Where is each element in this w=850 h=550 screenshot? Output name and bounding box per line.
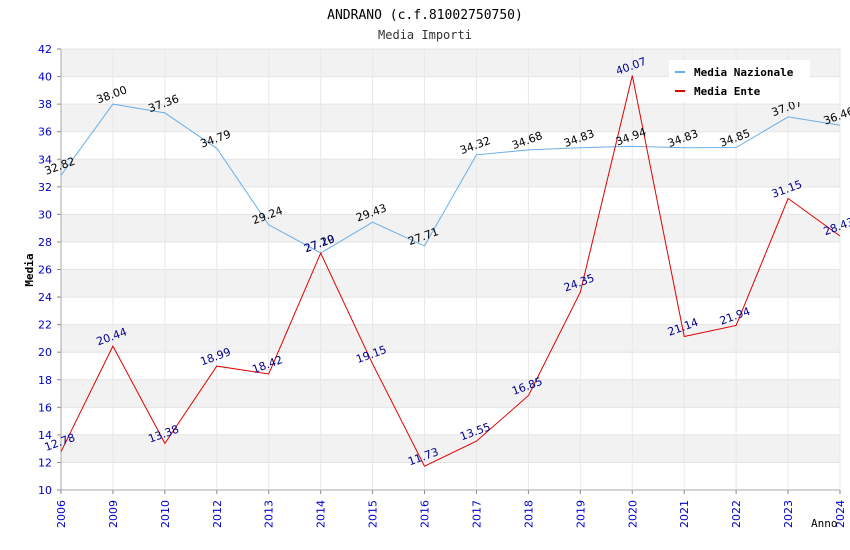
plot-band	[61, 434, 840, 463]
y-tick-label: 36	[38, 126, 52, 139]
x-tick-label: 2019	[574, 500, 587, 528]
x-axis-label: Anno	[811, 517, 838, 530]
x-tick-label: 2018	[522, 500, 535, 528]
y-tick-label: 40	[38, 71, 52, 84]
plot-band	[61, 159, 840, 187]
x-tick-label: 2012	[211, 500, 224, 528]
x-tick-label: 2009	[107, 500, 120, 528]
legend-label-media-ente: Media Ente	[694, 85, 761, 98]
plot-band	[61, 269, 840, 298]
x-tick-label: 2024	[834, 500, 847, 528]
y-tick-label: 30	[38, 208, 52, 221]
x-tick-label: 2020	[626, 500, 639, 528]
plot-band	[61, 352, 840, 380]
y-tick-label: 14	[38, 429, 52, 442]
y-tick-label: 16	[38, 401, 52, 414]
y-axis-label: Media	[23, 253, 36, 286]
plot-background	[61, 49, 840, 490]
x-tick-label: 2017	[470, 500, 483, 528]
y-tick-label: 34	[38, 153, 52, 166]
plot-band	[61, 297, 840, 325]
y-tick-label: 28	[38, 236, 52, 249]
x-tick-label: 2006	[55, 500, 68, 528]
y-tick-label: 22	[38, 319, 52, 332]
chart-subtitle: Media Importi	[378, 28, 472, 42]
plot-band	[61, 214, 840, 242]
gridlines	[60, 48, 841, 491]
y-tick-label: 20	[38, 346, 52, 359]
x-tick-label: 2021	[678, 500, 691, 528]
y-tick-label: 12	[38, 456, 52, 469]
x-tick-label: 2015	[367, 500, 380, 528]
y-tick-label: 38	[38, 98, 52, 111]
x-tick-label: 2022	[730, 500, 743, 528]
x-tick-label: 2010	[159, 500, 172, 528]
legend-label-media-nazionale: Media Nazionale	[694, 66, 794, 79]
series-line-media-nazionale	[60, 103, 841, 254]
x-tick-label: 2013	[263, 500, 276, 528]
y-tick-label: 18	[38, 374, 52, 387]
chart-title: ANDRANO (c.f.81002750750)	[327, 8, 523, 23]
plot-band	[61, 241, 840, 270]
legend-box	[669, 60, 810, 102]
plot-band	[61, 407, 840, 435]
y-tick-label: 26	[38, 264, 52, 277]
plot-band	[61, 131, 840, 160]
series-lines	[60, 75, 841, 467]
plot-band	[61, 379, 840, 408]
x-tick-label: 2014	[315, 500, 328, 528]
y-tick-label: 10	[38, 484, 52, 497]
y-tick-label: 32	[38, 181, 52, 194]
y-tick-label: 42	[38, 43, 52, 56]
series-line-media-ente	[60, 75, 841, 467]
plot-band	[61, 462, 840, 490]
x-tick-label: 2016	[419, 500, 432, 528]
plot-band	[61, 104, 840, 132]
legend: Media Nazionale Media Ente	[669, 60, 810, 102]
y-tick-label: 24	[38, 291, 52, 304]
x-tick-label: 2023	[782, 500, 795, 528]
plot-band	[61, 324, 840, 353]
